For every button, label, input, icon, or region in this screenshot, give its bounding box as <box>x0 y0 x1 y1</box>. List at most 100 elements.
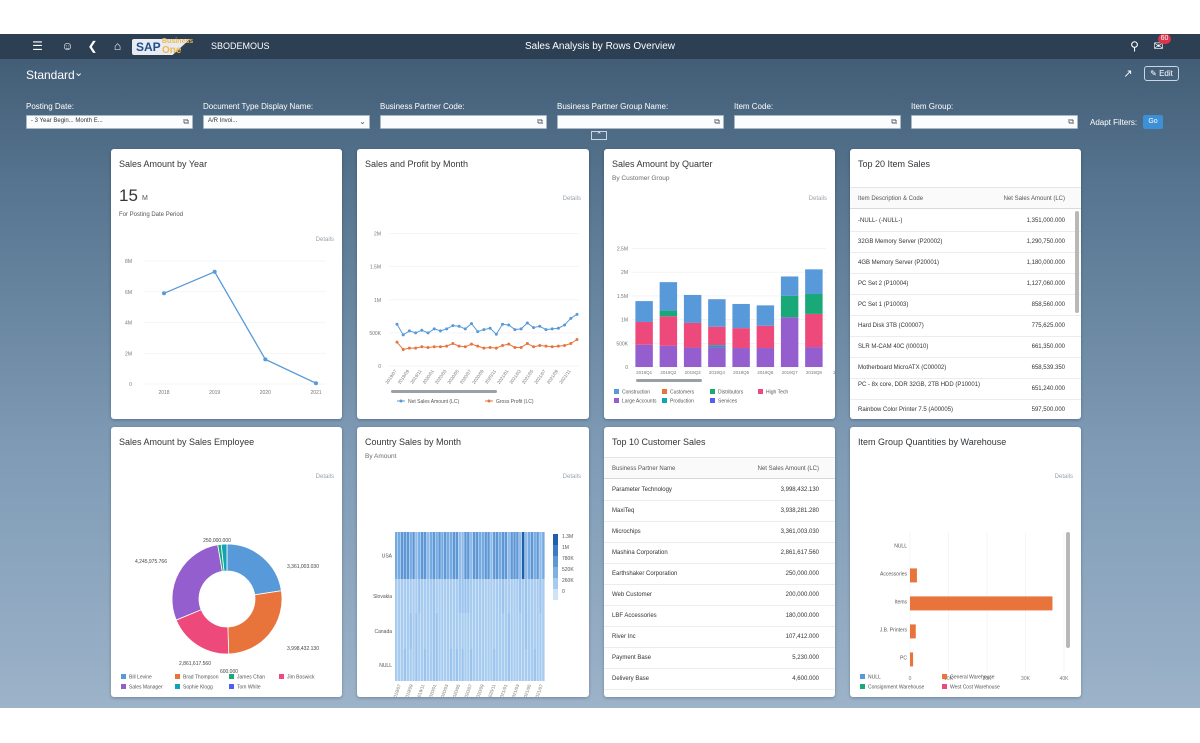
value-help-icon[interactable]: ⧉ <box>714 117 720 126</box>
chevron-down-icon[interactable]: ⌄ <box>359 117 366 126</box>
table-row[interactable]: Payment Base 5,230.000 <box>604 648 835 669</box>
table-row[interactable]: LBF Accessories 180,000.000 <box>604 606 835 627</box>
search-icon[interactable]: ⚲ <box>1130 39 1139 53</box>
collapse-header-icon[interactable]: ⌃ <box>591 131 607 140</box>
legend-label: West Cost Warehouse <box>950 685 1000 691</box>
bar-segment <box>635 321 653 345</box>
heat-cell <box>452 579 456 613</box>
heat-cell <box>406 649 410 681</box>
heat-cell <box>418 532 421 579</box>
data-point <box>532 345 536 349</box>
table-row[interactable]: PC Set 1 (P10003) 858,560.000 <box>850 295 1081 316</box>
pie-slice <box>171 544 223 621</box>
card-sales-by-employee[interactable]: Sales Amount by Sales Employee Details 3… <box>111 427 342 697</box>
chevron-down-icon[interactable]: ⌄ <box>74 67 84 79</box>
table-row[interactable]: River Inc 107,412.000 <box>604 627 835 648</box>
heat-cell <box>495 613 499 649</box>
x-tick-label: 2020/09 <box>475 683 485 697</box>
details-link[interactable]: Details <box>562 196 581 202</box>
details-link[interactable]: Details <box>315 237 334 243</box>
row-value: 1,351,000.000 <box>1026 218 1065 224</box>
heat-cell <box>438 579 441 613</box>
posting-date-input[interactable]: - 3 Year Begin... Month E... ⧉ <box>26 115 193 129</box>
document-type-value: A/R Invoi... <box>208 118 238 124</box>
table-row[interactable]: 4GB Memory Server (P20001) 1,180,000.000 <box>850 253 1081 274</box>
value-help-icon[interactable]: ⧉ <box>183 117 189 126</box>
table-row[interactable]: MaxiTeq 3,938,281.280 <box>604 501 835 522</box>
table-row[interactable]: Mashina Corporation 2,861,617.560 <box>604 543 835 564</box>
heat-cell <box>444 579 447 613</box>
item-code-input[interactable]: ⧉ <box>734 115 901 129</box>
heat-cell <box>470 579 473 613</box>
heat-cell <box>481 532 485 579</box>
table-row[interactable]: SLR M-CAM 40C (I00010) 661,350.000 <box>850 337 1081 358</box>
value-help-icon[interactable]: ⧉ <box>891 117 897 126</box>
value-help-icon[interactable]: ⧉ <box>537 117 543 126</box>
data-point <box>563 323 567 327</box>
card-sales-profit-by-month[interactable]: Sales and Profit by Month Details 0 500K 1… <box>357 149 589 419</box>
heat-cell <box>519 613 522 649</box>
bar-segment <box>732 348 750 367</box>
heat-cell <box>467 532 470 579</box>
table-row[interactable]: 32GB Memory Server (P20002) 1,290,750.000 <box>850 232 1081 253</box>
home-icon[interactable]: ⌂ <box>113 39 122 53</box>
table-row[interactable]: Hard Disk 3TB (C00007) 775,625.000 <box>850 316 1081 337</box>
table-row[interactable]: -NULL- (-NULL-) 1,351,000.000 <box>850 211 1081 232</box>
table-row[interactable]: Parameter Technology 3,998,432.130 <box>604 480 835 501</box>
heat-cell <box>478 532 482 579</box>
table-row[interactable]: Rainbow Color Printer 7.5 (A00005) 597,50… <box>850 400 1081 419</box>
table-row[interactable]: Delivery Base 4,600.000 <box>604 669 835 690</box>
data-point <box>544 344 548 348</box>
value-help-icon[interactable]: ⧉ <box>1068 117 1074 126</box>
card-sales-by-quarter[interactable]: Sales Amount by Quarter By Customer Grou… <box>604 149 835 419</box>
adapt-filters-button[interactable]: Adapt Filters: <box>1090 118 1138 127</box>
table-row[interactable]: Web Customer 200,000.000 <box>604 585 835 606</box>
scrollbar[interactable] <box>1075 211 1079 313</box>
legend-swatch <box>860 674 865 679</box>
menu-icon[interactable]: ☰ <box>32 39 43 53</box>
shell-bar: ☰ ☺ ❮ ⌂ SAP Business One SBODEMOUS Sales … <box>0 34 1200 59</box>
y-tick-label: J.B. Printers <box>880 627 908 633</box>
heat-cell <box>524 532 528 579</box>
table-row[interactable]: Microchips 3,361,003.030 <box>604 522 835 543</box>
card-item-group-warehouse[interactable]: Item Group Quantities by Warehouse Detai… <box>850 427 1081 697</box>
share-icon[interactable]: ↗ <box>1123 68 1133 80</box>
back-icon[interactable]: ❮ <box>87 39 98 53</box>
details-link[interactable]: Details <box>1054 474 1073 480</box>
heat-cell <box>513 613 516 649</box>
heat-cell <box>527 649 531 681</box>
user-icon[interactable]: ☺ <box>61 39 74 53</box>
card-top-20-items[interactable]: Top 20 Item Sales Item Description & Cod… <box>850 149 1081 419</box>
edit-button[interactable]: ✎ Edit <box>1144 66 1179 81</box>
heat-cell <box>423 649 427 681</box>
legend-swatch <box>553 556 558 567</box>
heat-cell <box>542 613 545 649</box>
item-group-input[interactable]: ⧉ <box>911 115 1078 129</box>
card-top-10-customers[interactable]: Top 10 Customer Sales Business Partner N… <box>604 427 835 697</box>
variant-selector[interactable]: Standard <box>26 68 75 82</box>
heat-cell <box>438 649 441 681</box>
legend-label: James Chan <box>237 675 265 681</box>
table-row[interactable]: PC - 8x core, DDR 32GB, 2TB HDD (P10001)… <box>850 379 1081 400</box>
bp-code-input[interactable]: ⧉ <box>380 115 547 129</box>
table-row[interactable]: Motherboard MicroATX (C00002) 658,539.350 <box>850 358 1081 379</box>
heat-cell <box>513 649 516 681</box>
legend-label: 1.3M <box>562 534 573 540</box>
document-type-select[interactable]: A/R Invoi... ⌄ <box>203 115 370 129</box>
table-row[interactable]: PC Set 2 (P10004) 1,127,060.000 <box>850 274 1081 295</box>
go-button[interactable]: Go <box>1143 115 1163 129</box>
card-sales-by-year[interactable]: Sales Amount by Year 15 M For Posting Da… <box>111 149 342 419</box>
details-link[interactable]: Details <box>562 474 581 480</box>
details-link[interactable]: Details <box>315 474 334 480</box>
bp-group-input[interactable]: ⧉ <box>557 115 724 129</box>
table-row[interactable]: Earthshaker Corporation 250,000.000 <box>604 564 835 585</box>
y-tick-label: 2.5M <box>617 246 628 252</box>
x-tick-label: 2019/11 <box>415 683 425 697</box>
card-country-sales[interactable]: Country Sales by Month By Amount Details… <box>357 427 589 697</box>
x-tick-label: 2019/07 <box>392 683 402 697</box>
heat-cell <box>475 613 479 649</box>
legend-label: Sales Manager <box>129 685 163 691</box>
details-link[interactable]: Details <box>808 196 827 202</box>
notifications-icon[interactable]: ✉ <box>1153 39 1164 53</box>
